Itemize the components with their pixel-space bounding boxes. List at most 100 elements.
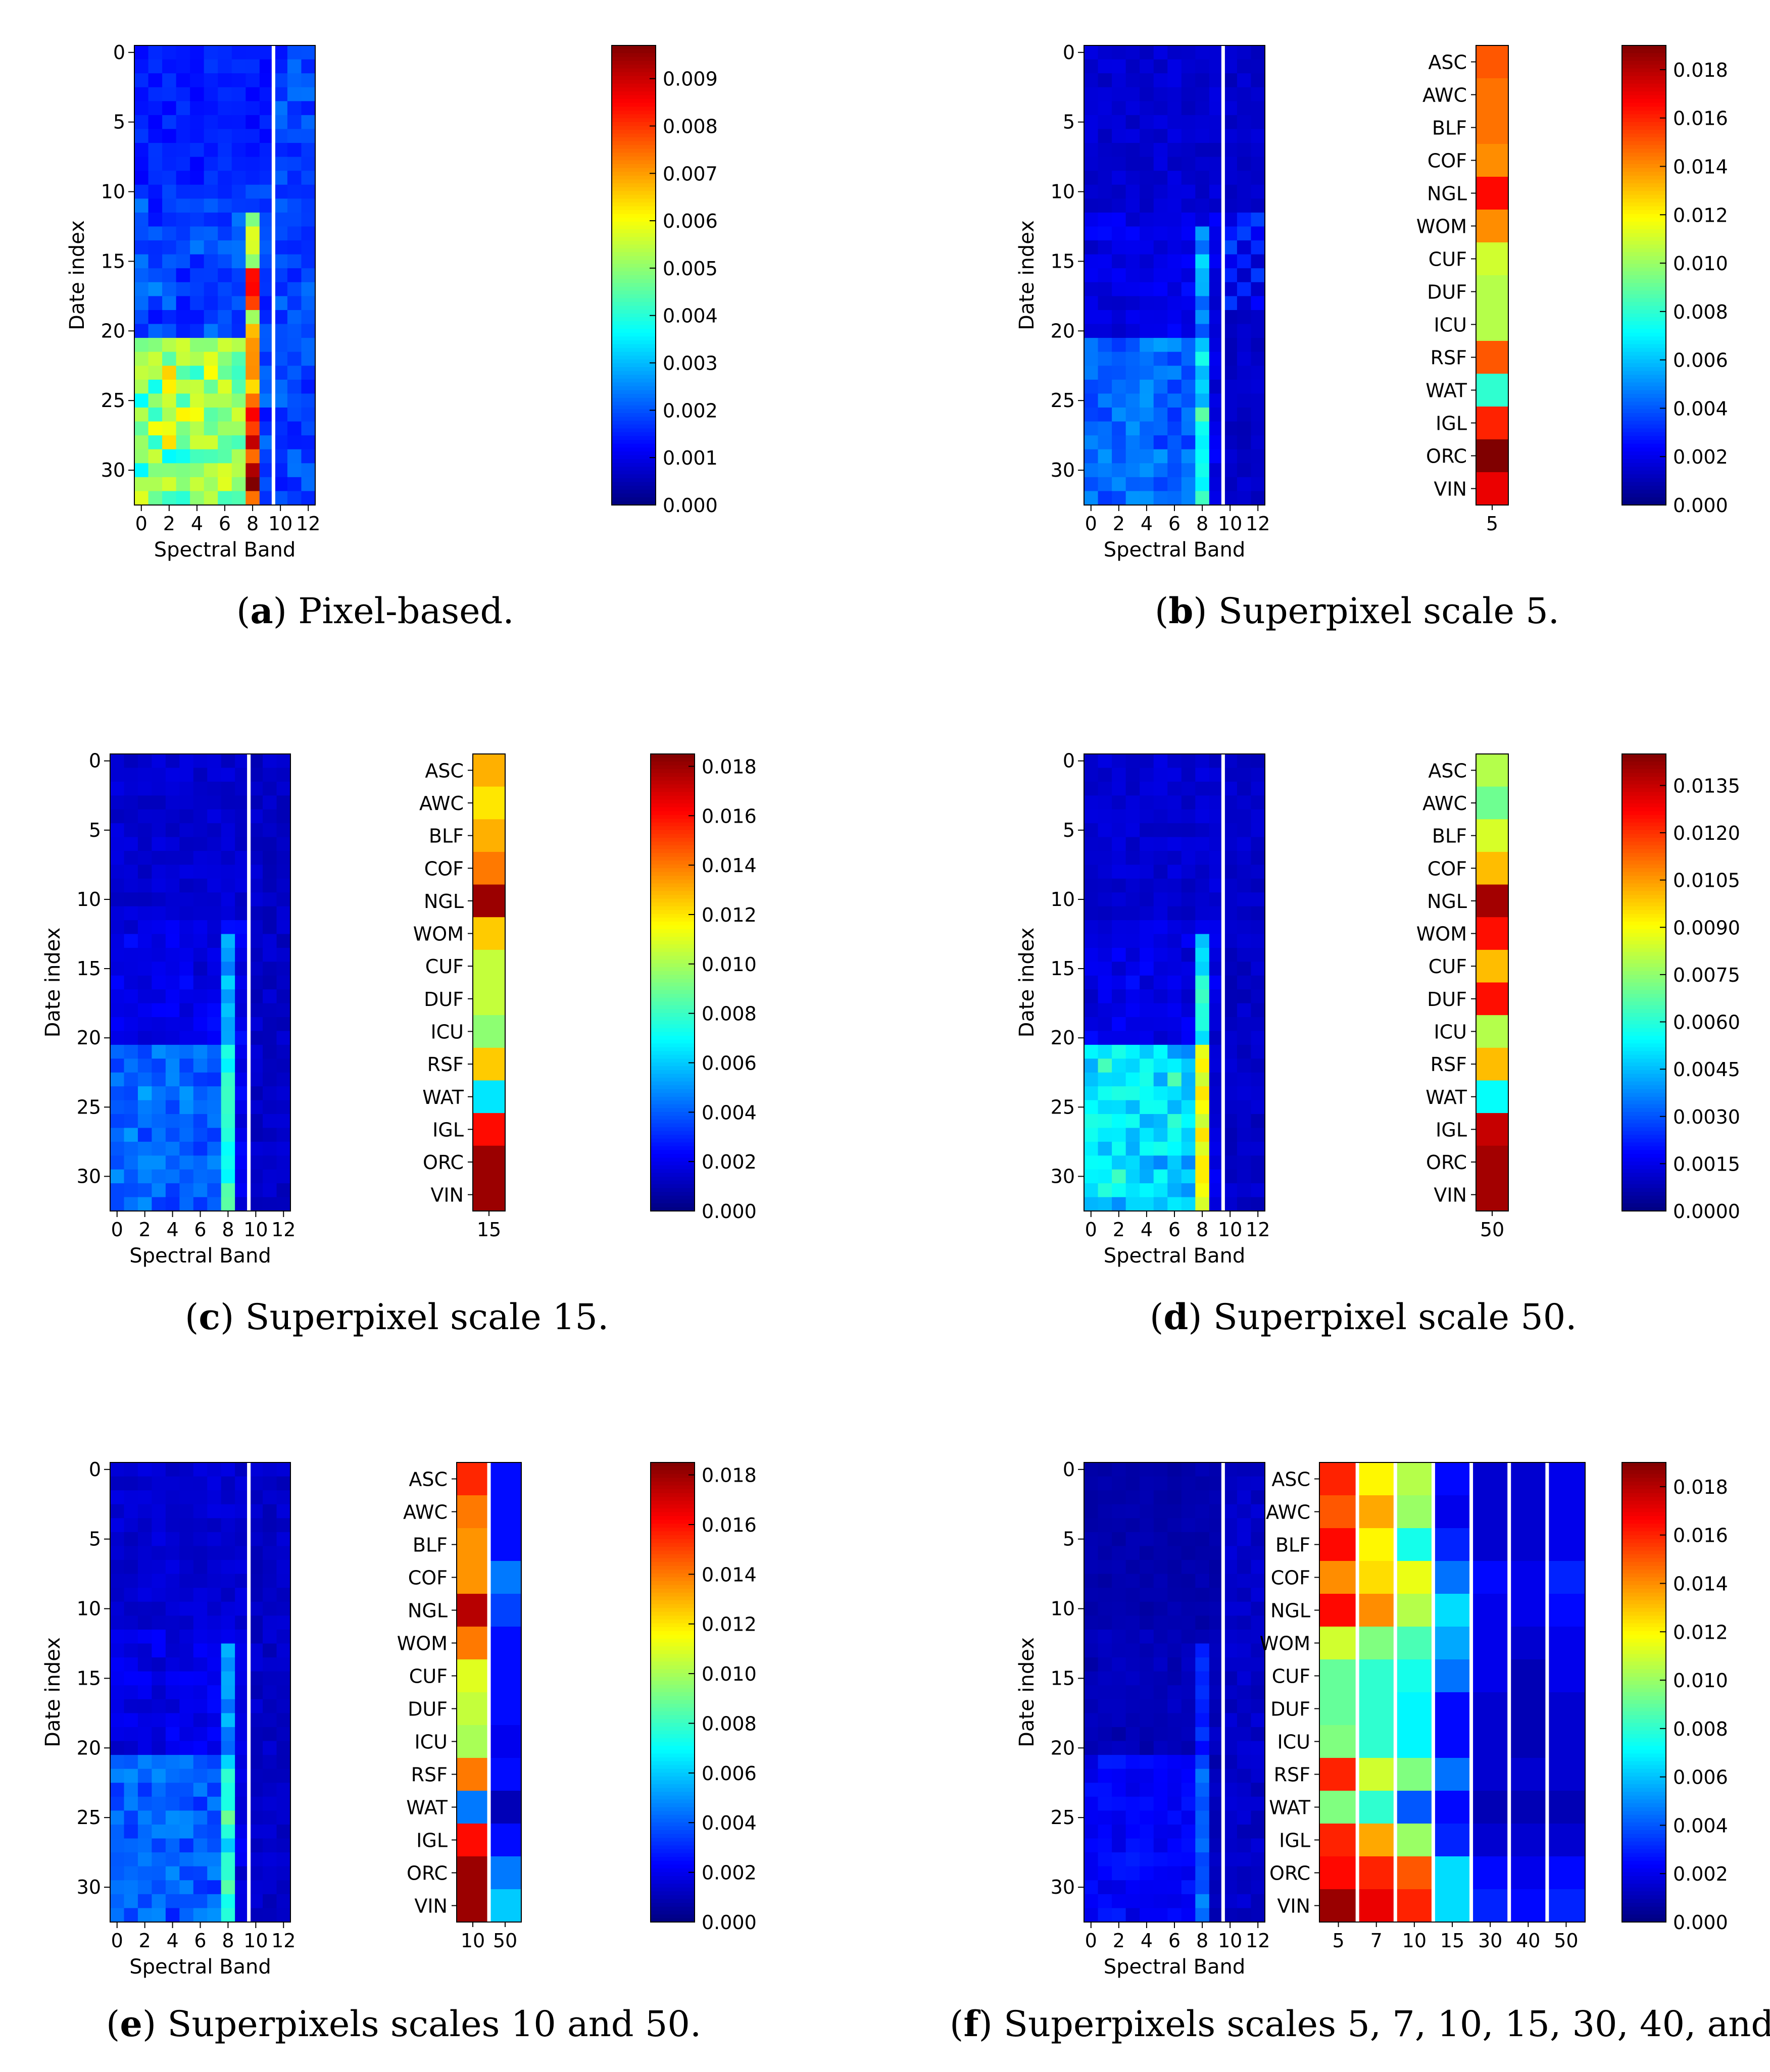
heatmap-cell [231, 449, 246, 464]
heatmap-cell [193, 1699, 208, 1713]
heatmap-cell [231, 157, 246, 171]
y-tick-label: 25 [77, 1806, 101, 1829]
heatmap-cell [1153, 1058, 1168, 1073]
heatmap-cell [1209, 1671, 1223, 1686]
colorbar-tick-label: 0.018 [702, 1464, 757, 1487]
heatmap-cell [276, 1643, 291, 1658]
heatmap-cell [152, 1100, 166, 1115]
heatmap-cell [1181, 1894, 1196, 1909]
colorbar-tick-label: 0.0075 [1673, 964, 1740, 986]
heatmap-cell [134, 449, 149, 464]
heatmap-cell [1140, 1476, 1154, 1491]
colorbar-frame [1621, 1462, 1666, 1923]
heatmap-cell [193, 809, 208, 824]
heatmap-cell [1237, 1114, 1252, 1129]
heatmap-cell [1237, 310, 1252, 325]
heatmap-cell [235, 823, 250, 838]
heatmap-cell [137, 1490, 152, 1505]
x-tick-label: 2 [139, 1219, 151, 1241]
heatmap-cell [1223, 198, 1238, 213]
heatmap-cell [1140, 809, 1154, 824]
heatmap-cell [1153, 115, 1168, 130]
class-cell [1319, 1659, 1358, 1693]
colorbar-segment [612, 114, 656, 119]
heatmap-cell [1195, 975, 1210, 990]
colorbar-segment [1622, 1161, 1666, 1166]
heatmap-cell [110, 947, 125, 962]
heatmap-cell [1251, 1072, 1265, 1087]
heatmap-cell [110, 754, 125, 769]
x-tick-label: 6 [194, 1930, 206, 1952]
colorbar-segment [1622, 1673, 1666, 1678]
colorbar-segment [612, 160, 656, 165]
heatmap-cell [110, 989, 125, 1004]
heatmap-cell [204, 449, 218, 464]
heatmap-cell [1209, 1128, 1223, 1142]
heatmap-cell [1084, 850, 1099, 865]
heatmap-cell [193, 1490, 208, 1505]
colorbar-segment [651, 1543, 695, 1547]
heatmap-cell [1223, 1713, 1238, 1728]
colorbar-segment [651, 1485, 695, 1490]
heatmap-cell [235, 892, 250, 907]
class-importance-map-b [1476, 45, 1509, 506]
heatmap-cell [1084, 1755, 1099, 1770]
heatmap-cell [1209, 1824, 1223, 1839]
heatmap-cell [1181, 491, 1196, 506]
x-tick-label: 0 [1085, 513, 1097, 535]
heatmap-cell [1237, 1100, 1252, 1115]
heatmap-cell [235, 1741, 250, 1755]
heatmap-cell [1237, 975, 1252, 990]
heatmap-cell [263, 768, 277, 782]
heatmap-cell [1237, 282, 1252, 296]
heatmap-cell [1251, 143, 1265, 158]
heatmap-cell [235, 1462, 250, 1477]
heatmap-cell [1153, 491, 1168, 506]
heatmap-cell [110, 906, 125, 921]
heatmap-cell [148, 449, 163, 464]
heatmap-cell [1181, 1560, 1196, 1575]
heatmap-cell [259, 477, 274, 492]
heatmap-cell [1167, 1810, 1182, 1825]
heatmap-cell [134, 73, 149, 88]
heatmap-cell [221, 1169, 235, 1184]
heatmap-cell [1209, 1741, 1223, 1755]
heatmap-cell [179, 1615, 194, 1630]
heatmap-cell [1112, 1741, 1126, 1755]
heatmap-cell [1167, 366, 1182, 380]
heatmap-cell [235, 975, 250, 990]
heatmap-cell [287, 254, 302, 269]
heatmap-cell [110, 1058, 125, 1073]
heatmap-cell [207, 906, 222, 921]
colorbar-segment [1622, 826, 1666, 831]
heatmap-cell [263, 823, 277, 838]
colorbar-segment [1622, 1891, 1666, 1896]
heatmap-cell [1125, 282, 1140, 296]
class-cell [489, 1856, 522, 1890]
colorbar-segment [651, 754, 695, 759]
colorbar-segment [612, 302, 656, 307]
class-label: COF [424, 857, 464, 880]
heatmap-cell [263, 1574, 277, 1588]
heatmap-cell [1251, 324, 1265, 338]
heatmap-cell [1223, 212, 1238, 227]
heatmap-cell [124, 1880, 138, 1895]
heatmap-cell [1125, 962, 1140, 976]
colorbar-segment [651, 1592, 695, 1597]
heatmap-cell [1181, 87, 1196, 102]
heatmap-cell [207, 1058, 222, 1073]
heatmap-cell [124, 1546, 138, 1560]
heatmap-cell [165, 1657, 180, 1672]
heatmap-cell [249, 892, 263, 907]
colorbar-segment [612, 321, 656, 326]
colorbar-segment [1622, 1192, 1666, 1196]
class-cell [1471, 1725, 1510, 1758]
heatmap-cell [249, 768, 263, 782]
heatmap-cell [245, 254, 260, 269]
colorbar-segment [612, 413, 656, 418]
x-tick-label: 0 [111, 1930, 123, 1952]
heatmap-cell [1098, 1741, 1112, 1755]
colorbar-segment [1622, 218, 1666, 222]
class-cell [1476, 1015, 1509, 1048]
heatmap-cell [1140, 1155, 1154, 1170]
